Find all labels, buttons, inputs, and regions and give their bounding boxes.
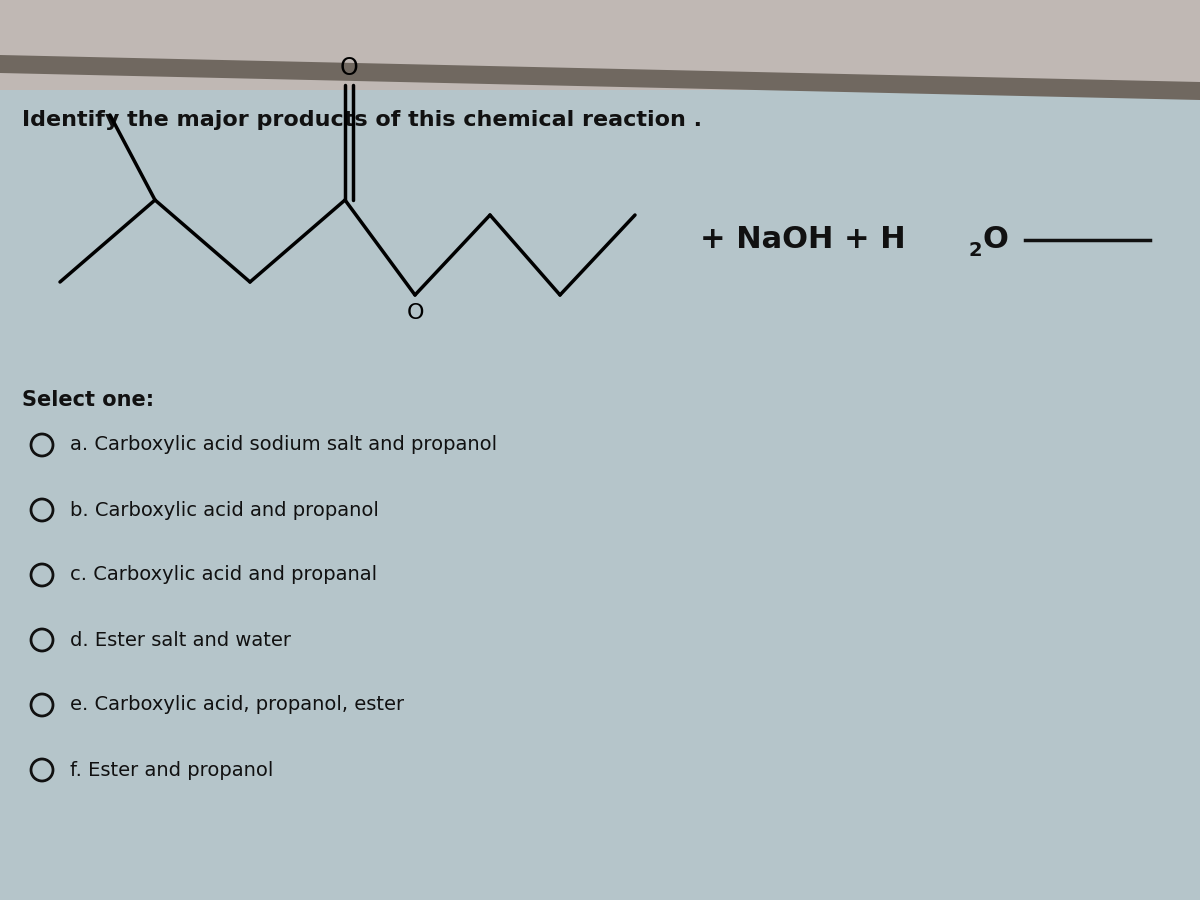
Text: f. Ester and propanol: f. Ester and propanol — [70, 760, 274, 779]
Text: c. Carboxylic acid and propanal: c. Carboxylic acid and propanal — [70, 565, 377, 584]
Text: Select one:: Select one: — [22, 390, 154, 410]
Text: + NaOH + H: + NaOH + H — [700, 226, 906, 255]
Text: e. Carboxylic acid, propanol, ester: e. Carboxylic acid, propanol, ester — [70, 696, 404, 715]
Text: O: O — [407, 303, 424, 323]
Text: a. Carboxylic acid sodium salt and propanol: a. Carboxylic acid sodium salt and propa… — [70, 436, 497, 454]
Text: b. Carboxylic acid and propanol: b. Carboxylic acid and propanol — [70, 500, 379, 519]
Text: Identify the major products of this chemical reaction .: Identify the major products of this chem… — [22, 110, 702, 130]
Bar — [0, 0, 1200, 90]
Text: d. Ester salt and water: d. Ester salt and water — [70, 631, 292, 650]
Polygon shape — [0, 55, 1200, 100]
Text: O: O — [340, 56, 359, 80]
Text: 2: 2 — [968, 240, 982, 259]
Text: O: O — [982, 226, 1008, 255]
